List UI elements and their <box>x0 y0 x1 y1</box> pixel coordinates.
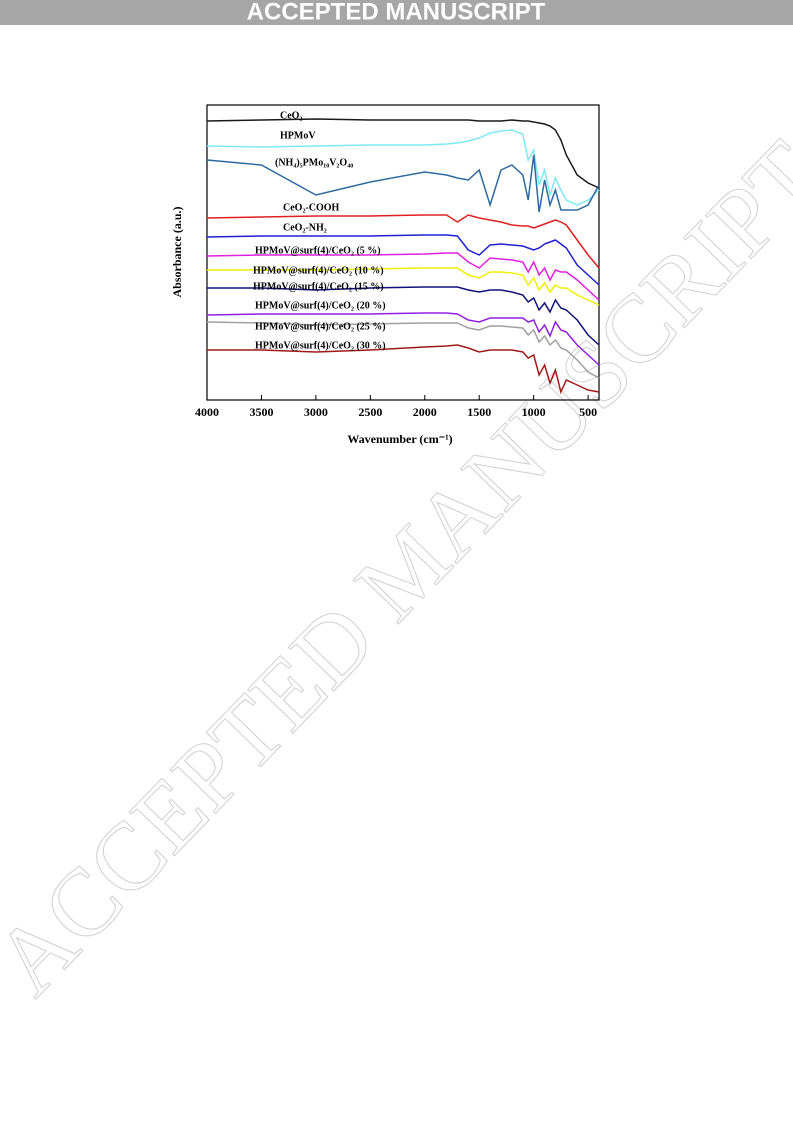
series-label: HPMoV@surf(4)/CeO₂ (25 %) <box>255 321 386 332</box>
x-tick-label: 4000 <box>195 405 219 419</box>
series-line <box>206 252 600 301</box>
banner: ACCEPTED MANUSCRIPT <box>247 0 546 25</box>
series-label: HPMoV@surf(4)/CeO₂ (5 %) <box>255 245 381 256</box>
x-tick-label: 2000 <box>413 405 437 419</box>
y-axis-label: Absorbance (a.u.) <box>170 206 184 297</box>
series-label: CeO₂-COOH <box>283 202 340 213</box>
x-axis-label: Wavenumber (cm⁻¹) <box>347 432 452 446</box>
series-line <box>206 321 600 379</box>
x-tick-label: 1000 <box>522 405 546 419</box>
series-label: (NH₄)₅PMo₁₀V₂O₄₀ <box>275 157 353 168</box>
x-tick-label: 3000 <box>304 405 328 419</box>
series-label: CeO₂ <box>280 110 302 121</box>
series-line <box>207 344 600 395</box>
plot: 4000 3500 3000 2500 2000 1500 1000 500 CeO₂ HPMoV… <box>195 110 600 419</box>
series-label: HPMoV <box>280 130 316 141</box>
series-label: CeO₂-NH₂ <box>283 222 327 233</box>
x-tick-label: 1500 <box>467 405 491 419</box>
plot-frame <box>206 104 600 401</box>
banner-bg <box>0 0 793 25</box>
series-line <box>206 234 600 286</box>
x-tick-label: 2500 <box>358 405 382 419</box>
series-line <box>206 154 600 213</box>
series-line <box>206 118 600 189</box>
x-tick-label: 500 <box>579 405 597 419</box>
series-label: HPMoV@surf(4)/CeO₂ (20 %) <box>255 300 386 311</box>
series-line <box>206 129 600 206</box>
series-line <box>206 214 600 269</box>
series-label: HPMoV@surf(4)/CeO₂ (10 %) <box>253 265 384 276</box>
series-line <box>207 286 600 346</box>
series-line <box>206 312 600 366</box>
series-label: HPMoV@surf(4)/CeO₂ (15 %) <box>253 281 384 292</box>
x-tick-label: 3500 <box>249 405 273 419</box>
series-label: HPMoV@surf(4)/CeO₂ (30 %) <box>255 340 386 351</box>
series-line <box>207 267 600 306</box>
